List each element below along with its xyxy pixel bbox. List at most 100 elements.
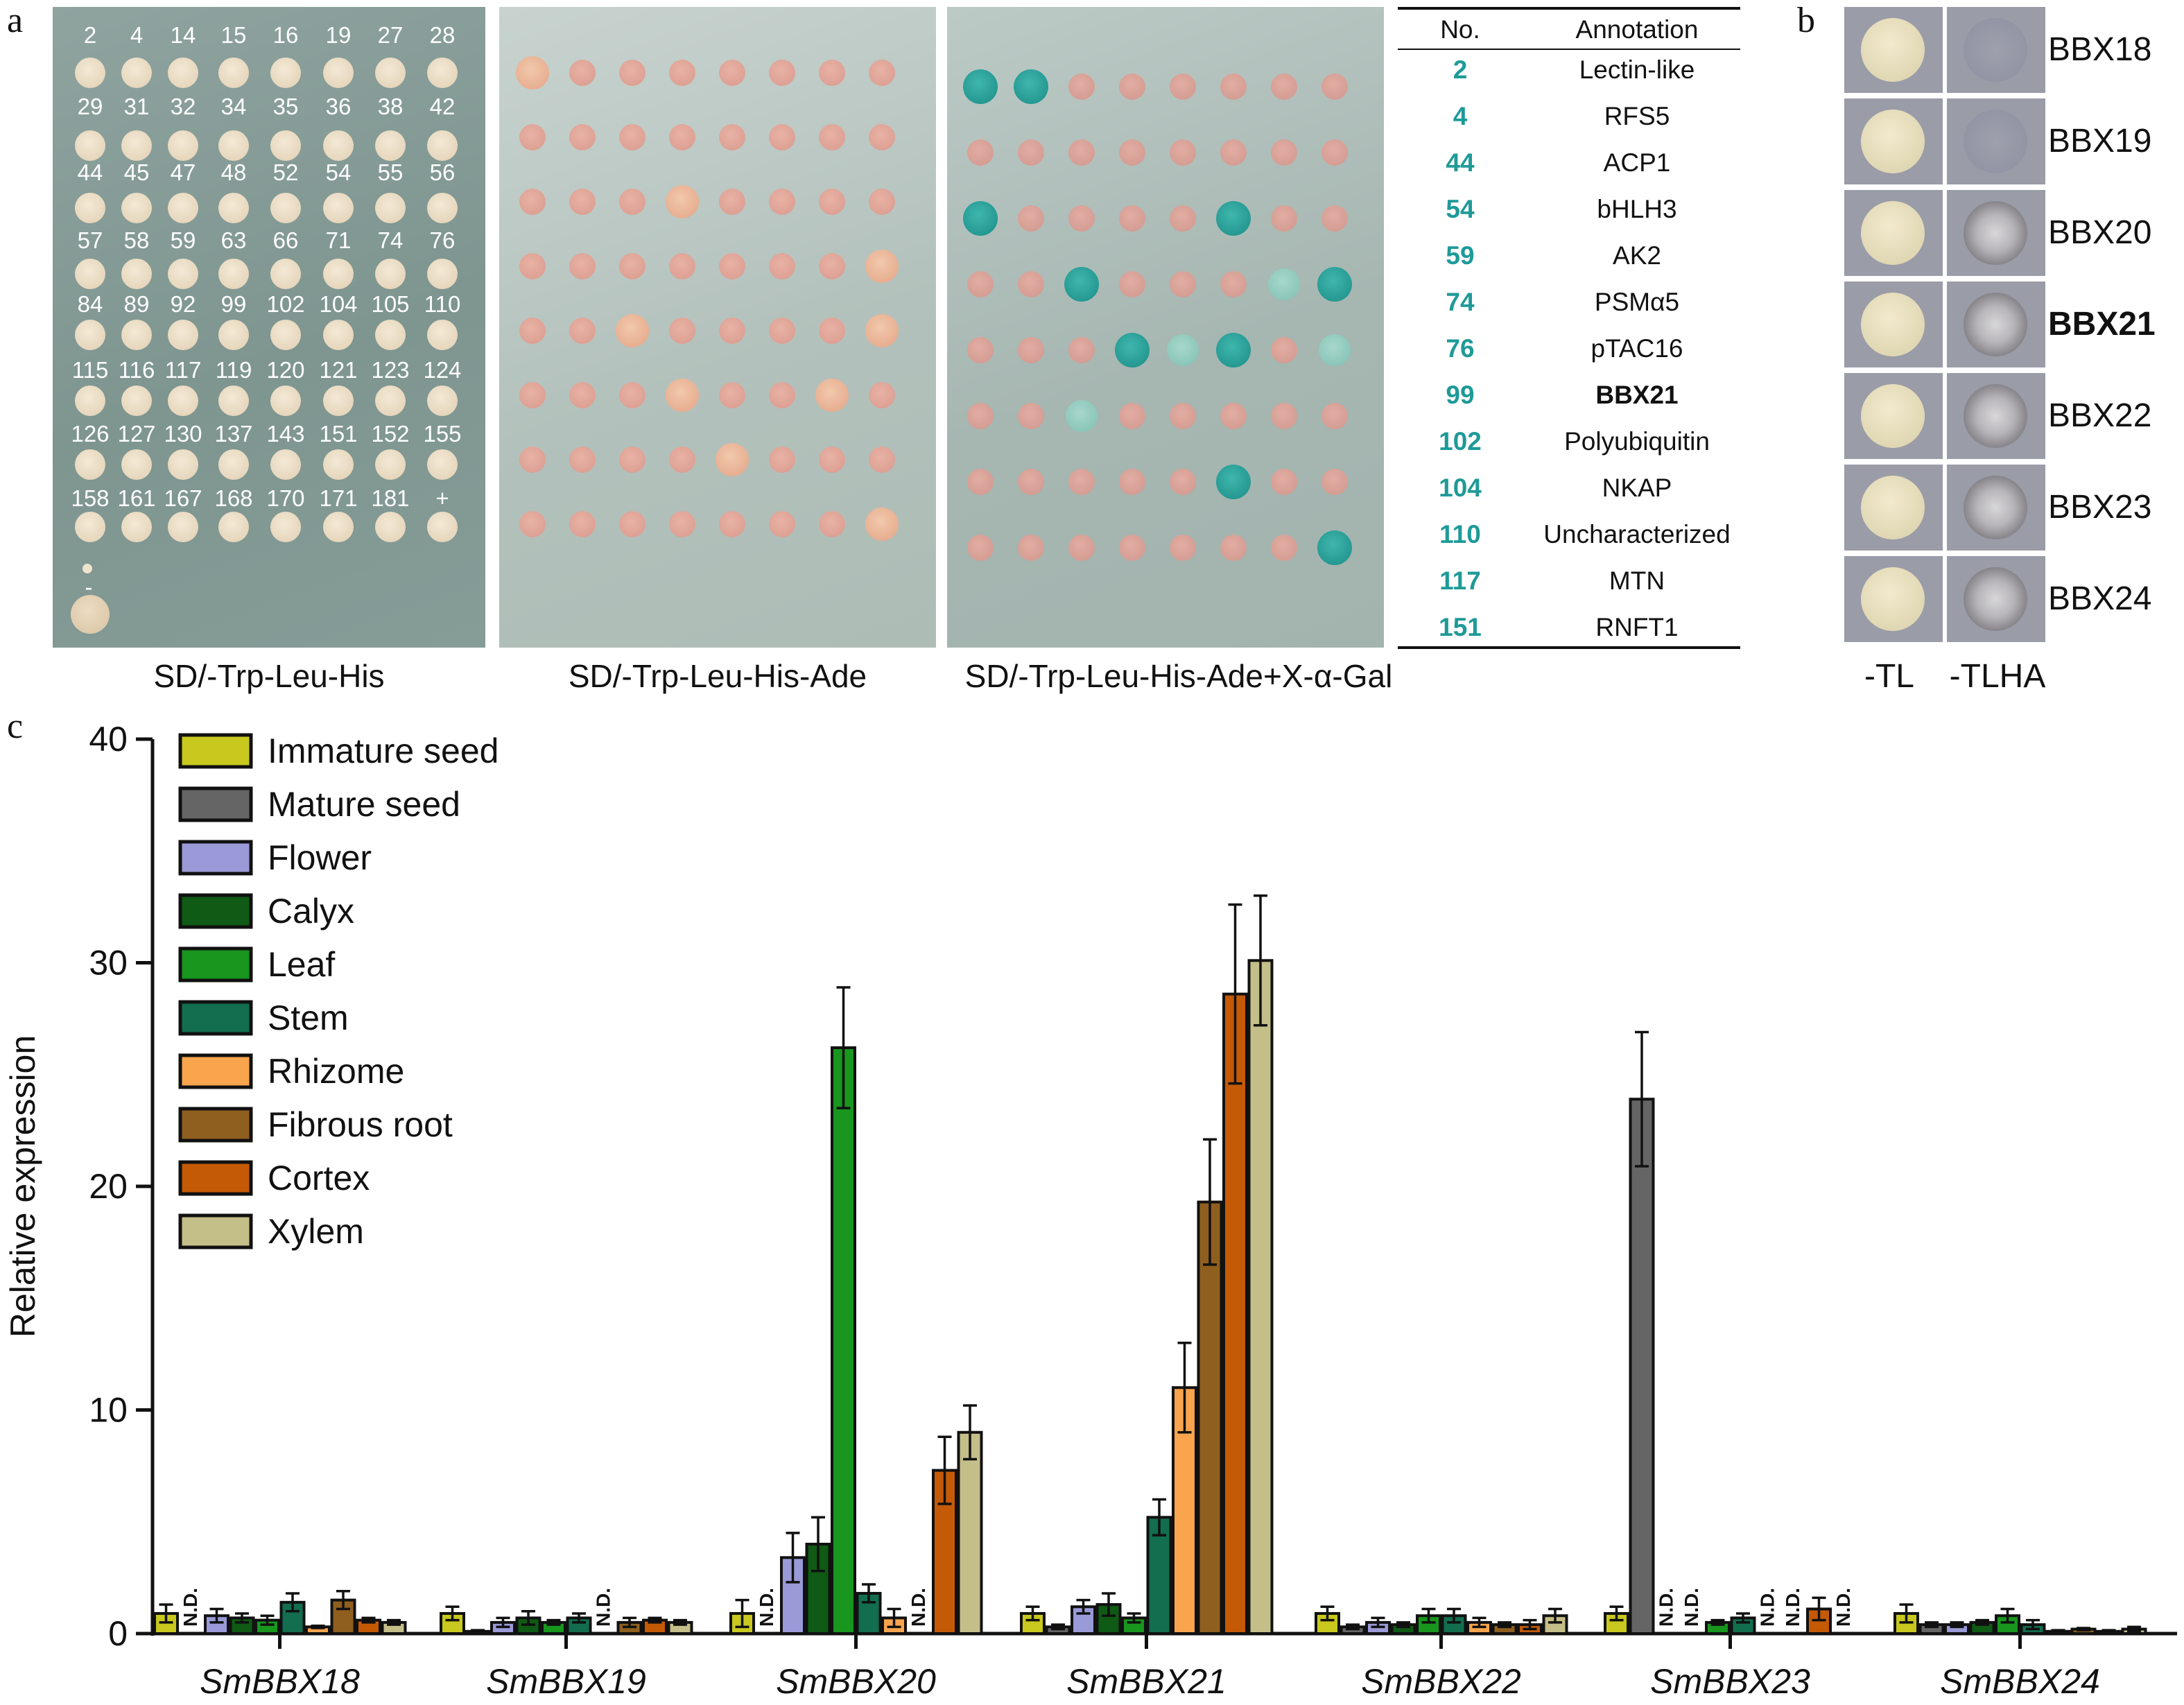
yeast-colony [427,449,458,480]
clone-number-label: 84 [77,291,103,317]
yeast-colony [669,124,695,150]
spot-tile-tlha [1947,465,2045,551]
x-tick-label: SmBBX21 [1066,1662,1227,1701]
yeast-colony [323,130,354,161]
clone-number-label: 52 [272,159,299,185]
yeast-colony [270,320,301,350]
yeast-colony [963,69,998,104]
table-row-no: 4 [1453,102,1468,130]
legend-swatch [178,1160,253,1196]
bar [805,1543,831,1635]
yeast-colony [168,58,198,88]
yeast-colony [516,56,549,89]
table-header-rule [1398,49,1740,50]
table-row-no: 44 [1446,148,1475,177]
clone-number-label: 105 [371,291,410,317]
bar [831,1046,856,1635]
yeast-colony [1068,337,1095,363]
yeast-colony [569,447,596,473]
yeast-colony [1170,73,1196,100]
yeast-colony [168,386,198,416]
table-row-annotation: bHLH3 [1597,195,1677,223]
legend-label: Calyx [268,892,354,931]
clone-number-label: 76 [429,227,456,253]
table-row-no: 104 [1439,474,1482,502]
yeast-colony [1271,73,1297,100]
yeast-colony [1220,535,1247,561]
x-tick-label: SmBBX22 [1361,1662,1521,1701]
legend-swatch [178,1213,253,1249]
yeast-colony [375,130,406,161]
spot-tile-tlha [1947,98,2045,184]
table-row-annotation: PSMα5 [1594,288,1680,316]
yeast-colony [719,253,745,279]
bar [957,1430,983,1635]
yeast-colony [427,58,458,88]
clone-number-label: 28 [429,22,456,48]
table-row-no: 102 [1439,427,1482,456]
yeast-colony [619,382,645,408]
table-row-no: 110 [1439,520,1481,548]
clone-number-label: 126 [71,421,110,447]
clone-number-label: 59 [170,227,196,253]
table-row-no: 2 [1453,55,1468,84]
yeast-colony [1271,535,1297,561]
yeast-colony [375,320,406,350]
clone-number-label: 47 [170,159,196,185]
yeast-colony [323,512,354,542]
yeast-colony [619,189,645,215]
clone-number-label: 137 [214,421,253,447]
yeast-colony [569,189,596,215]
yeast-colony [1119,205,1145,232]
plate-label-1: SD/-Trp-Leu-His [153,658,385,694]
x-tick-label: SmBBX18 [200,1662,360,1701]
clone-number-label: 151 [319,421,358,447]
yeast-colony [1115,333,1150,367]
yeast-spot [1861,201,1925,265]
yeast-colony [819,253,845,279]
yeast-colony [569,318,596,344]
yeast-colony [769,124,795,150]
yeast-colony [218,193,249,223]
clone-number-label: 158 [71,485,110,511]
yeast-colony [865,508,899,541]
yeast-colony [1170,403,1196,429]
legend-label: Flower [268,838,372,877]
yeast-colony [1321,469,1348,495]
yeast-colony [427,259,458,289]
yeast-colony [719,382,745,408]
yeast-colony [1018,403,1044,429]
x-tick-label: SmBBX19 [486,1662,646,1701]
yeast-colony [769,318,795,344]
yeast-spot [1861,293,1925,356]
clone-number-label: 99 [220,291,247,317]
yeast-colony [1018,139,1044,166]
legend-swatch [178,786,253,822]
table-header-annotation: Annotation [1575,15,1699,44]
yeast-colony [1018,337,1044,363]
bbx-row-label: BBX18 [2048,31,2152,68]
yeast-colony [1317,267,1352,302]
yeast-colony [819,318,845,344]
yeast-colony [218,449,249,480]
panel-a-letter: a [7,1,24,40]
clone-number-label: 27 [377,22,404,48]
x-tick-label: SmBBX24 [1940,1662,2100,1701]
yeast-colony [121,386,152,416]
clone-number-label: 44 [77,159,103,185]
table-top-rule [1398,7,1740,10]
bbx-row-label: BBX21 [2048,306,2156,343]
bbx-row-label: BBX20 [2048,214,2152,251]
table-row-annotation: BBX21 [1595,381,1679,409]
yeast-colony [1321,205,1348,232]
yeast-colony [769,60,795,86]
spot-tile-tl [1844,190,1943,276]
yeast-colony [218,320,249,350]
clone-number-label: 92 [170,291,196,317]
yeast-colony [869,60,895,86]
plate-label-2: SD/-Trp-Leu-His-Ade [568,658,867,694]
not-detected-label: N.D. [1681,1588,1702,1627]
not-detected-label: N.D. [593,1588,614,1627]
yeast-colony [1119,271,1145,297]
legend-swatch [178,840,253,876]
